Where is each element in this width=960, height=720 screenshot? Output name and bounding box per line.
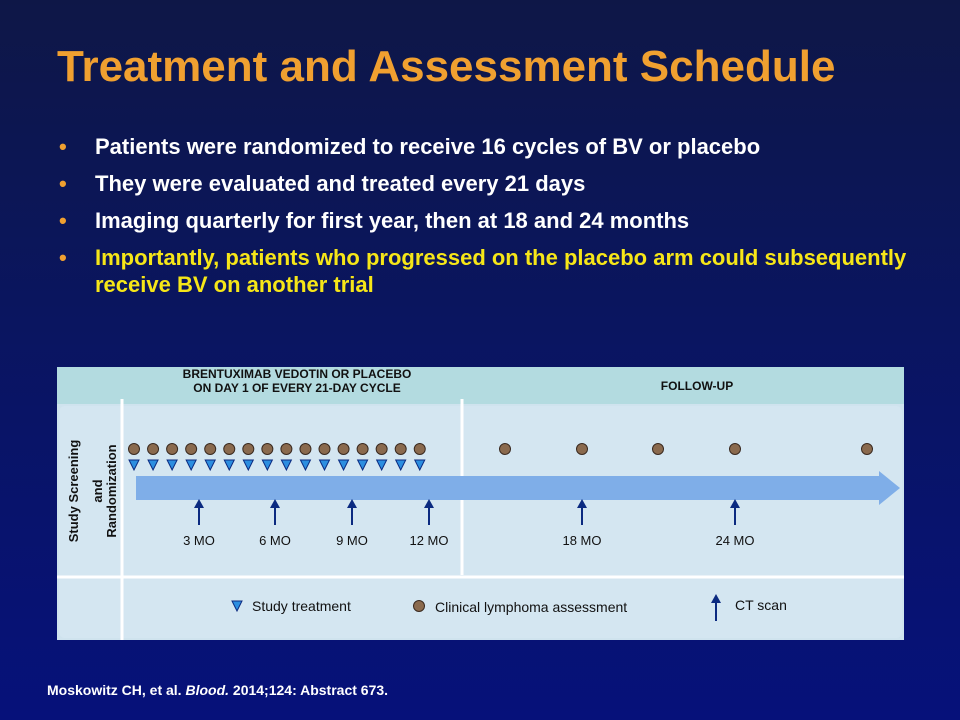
ct-scan-label: 6 MO	[259, 533, 291, 548]
assessment-dot	[280, 443, 293, 455]
ct-scan-arrow-head	[270, 499, 280, 508]
treatment-triangle	[280, 459, 293, 472]
treatment-triangle	[261, 459, 274, 472]
bullet-marker: •	[59, 134, 67, 159]
citation-details: 2014;124: Abstract 673.	[232, 682, 389, 698]
ct-scan-arrow-head	[424, 499, 434, 508]
followup-dot	[499, 443, 511, 455]
header-band	[57, 367, 904, 404]
followup-dot	[576, 443, 588, 455]
assessment-dot	[356, 443, 369, 455]
followup-header: FOLLOW-UP	[661, 379, 733, 393]
bullet-item: • They were evaluated and treated every …	[57, 170, 927, 197]
ct-scan-label: 12 MO	[409, 533, 448, 548]
followup-dot	[652, 443, 664, 455]
treatment-triangle	[223, 459, 236, 472]
treatment-triangle	[185, 459, 197, 472]
assessment-dot	[299, 443, 312, 455]
assessment-dot	[185, 443, 198, 455]
legend-triangle-icon	[231, 600, 243, 613]
timeline-arrow	[136, 471, 900, 505]
bullet-text: Importantly, patients who progressed on …	[95, 245, 907, 297]
assessment-dot	[128, 443, 140, 455]
schedule-diagram: BRENTUXIMAB VEDOTIN OR PLACEBO ON DAY 1 …	[57, 367, 904, 640]
treatment-triangle	[299, 459, 312, 472]
slide-title: Treatment and Assessment Schedule	[57, 42, 836, 91]
ct-scan-arrow-head	[730, 499, 740, 508]
ct-scan-label: 3 MO	[183, 533, 215, 548]
followup-dot	[861, 443, 873, 455]
treatment-triangle	[147, 459, 159, 472]
assessment-dot	[337, 443, 350, 455]
bullet-marker: •	[59, 208, 67, 233]
legend-arrow-icon	[711, 594, 721, 621]
assessment-dot	[204, 443, 217, 455]
assessment-dot	[261, 443, 274, 455]
treatment-triangle	[242, 459, 255, 472]
treatment-triangle	[337, 459, 350, 472]
ct-scan-arrow-head	[194, 499, 204, 508]
bullet-marker: •	[59, 245, 67, 270]
assessment-dot	[166, 443, 179, 455]
legend-dot-icon	[413, 600, 425, 612]
bullet-item-highlight: • Importantly, patients who progressed o…	[57, 244, 927, 298]
citation-authors: Moskowitz CH, et al.	[47, 682, 182, 698]
treatment-triangle	[128, 459, 140, 472]
bullet-text: Imaging quarterly for first year, then a…	[95, 208, 690, 233]
treatment-triangle	[318, 459, 331, 472]
legend-study-treatment: Study treatment	[252, 598, 351, 614]
treatment-header-line1: BRENTUXIMAB VEDOTIN OR PLACEBO	[183, 367, 412, 381]
bullet-text: Patients were randomized to receive 16 c…	[95, 134, 761, 159]
treatment-triangle	[413, 459, 426, 472]
assessment-dot	[242, 443, 255, 455]
citation-journal: Blood.	[185, 682, 230, 698]
assessment-dot	[394, 443, 407, 455]
ct-scan-label: 9 MO	[336, 533, 368, 548]
followup-dot	[729, 443, 741, 455]
assessment-dot	[413, 443, 426, 455]
treatment-triangle	[394, 459, 407, 472]
assessment-dot	[223, 443, 236, 455]
assessment-dot	[375, 443, 388, 455]
treatment-triangle	[375, 459, 388, 472]
bullet-list: • Patients were randomized to receive 16…	[57, 133, 927, 308]
bullet-item: • Imaging quarterly for first year, then…	[57, 207, 927, 234]
ct-scan-label: 18 MO	[562, 533, 601, 548]
bullet-text: They were evaluated and treated every 21…	[95, 171, 586, 196]
legend-clinical-assessment: Clinical lymphoma assessment	[435, 599, 627, 615]
assessment-dot	[318, 443, 331, 455]
bullet-item: • Patients were randomized to receive 16…	[57, 133, 927, 160]
screening-label-line2: and	[90, 479, 105, 502]
treatment-triangle	[166, 459, 178, 472]
ct-scan-label: 24 MO	[715, 533, 754, 548]
assessment-dot	[147, 443, 160, 455]
citation: Moskowitz CH, et al. Blood. 2014;124: Ab…	[47, 682, 388, 698]
treatment-triangle	[204, 459, 217, 472]
legend-ct-scan: CT scan	[735, 597, 787, 613]
ct-scan-arrow-head	[347, 499, 357, 508]
screening-label: Study Screening and Randomization	[66, 440, 119, 543]
ct-scan-arrow-head	[577, 499, 587, 508]
treatment-header-line2: ON DAY 1 OF EVERY 21-DAY CYCLE	[193, 381, 400, 395]
timeline-marks: 3 MO 6 MO 9 MO 12 MO 18 MO 24 MO	[128, 443, 873, 548]
schedule-svg: BRENTUXIMAB VEDOTIN OR PLACEBO ON DAY 1 …	[57, 367, 904, 640]
screening-label-line3: Randomization	[104, 444, 119, 537]
bullet-marker: •	[59, 171, 67, 196]
treatment-triangle	[356, 459, 369, 472]
screening-label-line1: Study Screening	[66, 440, 81, 543]
